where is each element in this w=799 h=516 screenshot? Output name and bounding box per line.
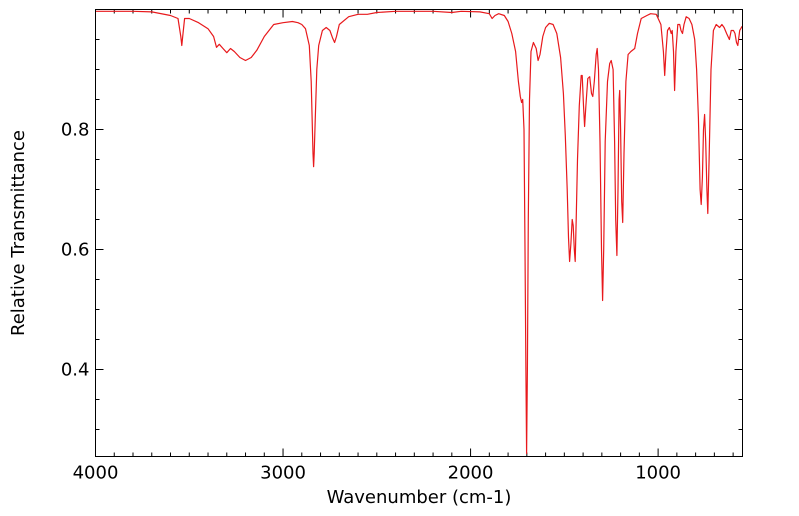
x-axis-label: Wavenumber (cm-1) <box>327 487 512 508</box>
x-tick-label: 3000 <box>260 463 306 484</box>
spectrum-line <box>95 10 743 455</box>
y-tick-label: 0.6 <box>61 240 90 261</box>
series-layer <box>95 10 743 455</box>
x-tick-label: 2000 <box>448 463 494 484</box>
y-tick-label: 0.8 <box>61 120 90 141</box>
plot-frame <box>95 9 743 457</box>
y-axis-label: Relative Transmittance <box>8 130 29 336</box>
y-tick-label: 0.4 <box>61 360 90 381</box>
x-tick-label: 1000 <box>635 463 681 484</box>
axis-tick-labels: 4000 3000 2000 1000 0.4 0.6 0.8 <box>61 120 681 484</box>
x-tick-label: 4000 <box>73 463 119 484</box>
